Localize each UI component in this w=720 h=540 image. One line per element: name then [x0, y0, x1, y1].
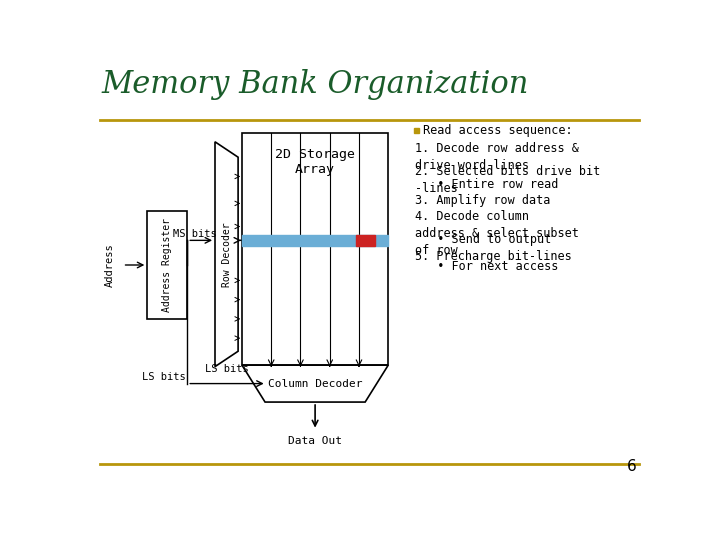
Text: 6: 6: [627, 460, 637, 475]
Text: Address Register: Address Register: [162, 218, 172, 312]
Text: 4. Decode column
address & select subset
of row: 4. Decode column address & select subset…: [415, 210, 579, 256]
Bar: [356, 235, 374, 246]
Text: 2D Storage
Array: 2D Storage Array: [275, 148, 355, 176]
Text: Column Decoder: Column Decoder: [268, 379, 362, 389]
Bar: [242, 132, 388, 365]
Text: 3. Amplify row data: 3. Amplify row data: [415, 194, 551, 207]
Text: Read access sequence:: Read access sequence:: [423, 124, 572, 137]
Bar: [414, 128, 419, 133]
Text: LS bits: LS bits: [142, 372, 186, 382]
Bar: [148, 211, 187, 319]
Text: Row Decoder: Row Decoder: [222, 222, 232, 287]
Text: Address: Address: [104, 243, 114, 287]
Text: • Send to output: • Send to output: [423, 233, 551, 246]
Text: • For next access: • For next access: [423, 260, 558, 273]
Text: 1. Decode row address &
drive word-lines: 1. Decode row address & drive word-lines: [415, 142, 579, 172]
Text: Memory Bank Organization: Memory Bank Organization: [101, 69, 528, 100]
Text: MS bits: MS bits: [173, 229, 217, 239]
Text: LS bits: LS bits: [204, 363, 248, 374]
Text: 2. Selected bits drive bit
-lines: 2. Selected bits drive bit -lines: [415, 165, 600, 195]
Bar: [242, 235, 388, 246]
Text: • Entire row read: • Entire row read: [423, 178, 558, 191]
Text: Data Out: Data Out: [288, 436, 342, 446]
Text: 5. Precharge bit-lines: 5. Precharge bit-lines: [415, 249, 572, 262]
